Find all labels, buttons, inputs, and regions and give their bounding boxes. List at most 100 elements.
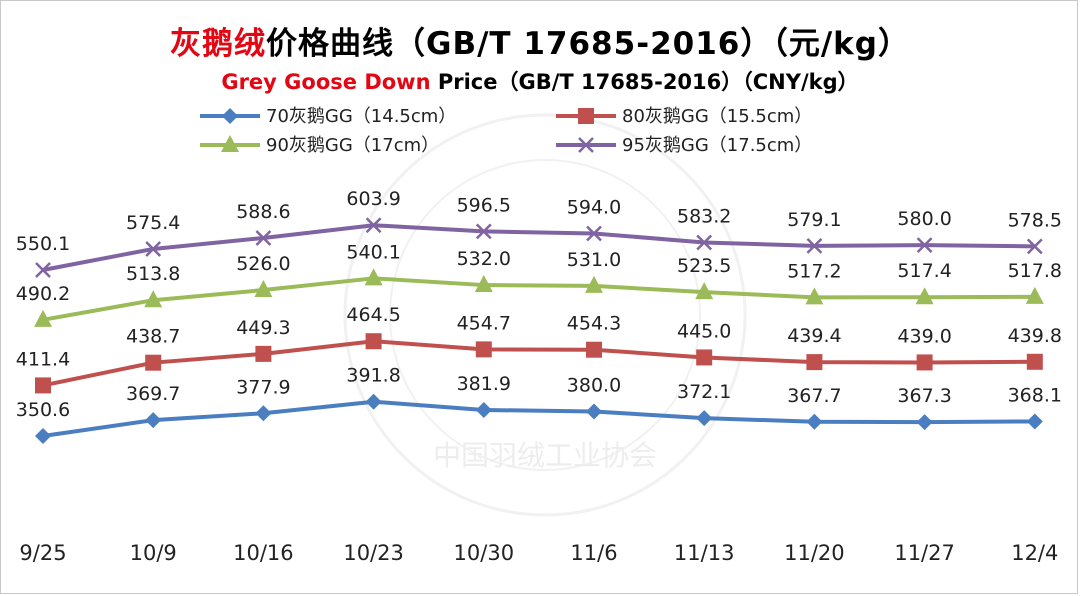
- data-point: [475, 341, 492, 358]
- data-point: [145, 354, 162, 371]
- x-tick-label: 11/20: [784, 541, 845, 565]
- x-tick-label: 11/6: [570, 541, 617, 565]
- data-point: [806, 237, 823, 254]
- data-point: [1026, 238, 1043, 255]
- data-point: [586, 225, 602, 242]
- series-line: [42, 339, 1035, 388]
- title-en-rest: Price（GB/T 17685-2016）（CNY/kg）: [430, 70, 859, 94]
- title-zh-highlight: 灰鹅绒: [170, 26, 267, 62]
- data-label: 350.6: [16, 399, 70, 421]
- data-label: 603.9: [346, 188, 400, 210]
- legend-entry: 80灰鹅GG（15.5cm）: [556, 106, 812, 127]
- data-label: 583.2: [677, 205, 731, 227]
- data-label: 588.6: [236, 201, 290, 223]
- x-tick-label: 10/9: [130, 541, 177, 565]
- series-line: [42, 223, 1035, 272]
- data-label: 490.2: [16, 283, 70, 305]
- data-label: 368.1: [1008, 384, 1062, 406]
- data-point: [255, 405, 272, 422]
- data-label: 578.5: [1008, 209, 1062, 231]
- data-point: [696, 349, 713, 366]
- series-1: 350.6 369.7 377.9 391.8 381.9 380.0 372.1 367.7…: [16, 365, 1062, 444]
- chart-title-chinese: 灰鹅绒价格曲线（GB/T 17685-2016）（元/kg）: [0, 18, 1080, 63]
- watermark-text: 中国羽绒工业协会: [433, 439, 657, 472]
- series-2: 411.4 438.7 449.3 464.5 454.7 454.3 445.0 439.4…: [16, 304, 1062, 394]
- legend-entry: 90灰鹅GG（17cm）: [200, 135, 439, 156]
- data-point: [35, 428, 51, 444]
- data-label: 580.0: [897, 208, 951, 230]
- title-en-highlight: Grey Goose Down: [221, 70, 431, 94]
- legend-label: 70灰鹅GG（14.5cm）: [266, 106, 456, 127]
- data-label: 532.0: [457, 248, 511, 270]
- data-point: [35, 262, 51, 278]
- data-point: [916, 354, 933, 371]
- data-point: [475, 401, 492, 418]
- x-tick-label: 9/25: [19, 541, 66, 565]
- title-zh-rest: 价格曲线（GB/T 17685-2016）（元/kg）: [266, 26, 910, 62]
- data-label: 449.3: [236, 317, 290, 339]
- data-label: 381.9: [457, 373, 511, 395]
- data-point: [915, 287, 934, 305]
- legend-label: 80灰鹅GG（15.5cm）: [622, 106, 812, 127]
- series-3: 490.2 513.8 526.0 540.1 532.0 531.0 523.5 517.2…: [16, 241, 1062, 327]
- chart-title-english: Grey Goose Down Price（GB/T 17685-2016）（C…: [0, 66, 1080, 96]
- x-tick-label: 12/4: [1011, 541, 1058, 565]
- legend-marker: [578, 137, 594, 153]
- data-point: [474, 275, 493, 293]
- data-point: [806, 413, 823, 430]
- data-point: [365, 393, 382, 410]
- data-label: 369.7: [126, 383, 180, 405]
- data-label: 439.4: [787, 325, 841, 347]
- data-label: 594.0: [567, 196, 621, 218]
- legend-marker: [222, 108, 238, 124]
- data-label: 513.8: [126, 263, 180, 285]
- legend-label: 90灰鹅GG（17cm）: [266, 135, 439, 156]
- data-label: 367.7: [787, 385, 841, 407]
- data-point: [144, 290, 163, 308]
- data-point: [365, 333, 382, 350]
- data-point: [255, 345, 272, 362]
- data-label: 445.0: [677, 320, 731, 342]
- data-label: 438.7: [126, 326, 180, 348]
- data-label: 439.8: [1008, 325, 1062, 347]
- data-point: [34, 309, 52, 327]
- data-label: 372.1: [677, 381, 731, 403]
- data-label: 464.5: [346, 304, 400, 326]
- data-label: 596.5: [457, 194, 511, 216]
- data-point: [1026, 353, 1043, 370]
- x-tick-label: 10/16: [233, 541, 294, 565]
- data-label: 391.8: [346, 365, 400, 387]
- data-point: [145, 412, 162, 429]
- data-point: [1026, 413, 1043, 430]
- series-line: [42, 276, 1035, 322]
- data-point: [475, 223, 492, 240]
- data-label: 540.1: [346, 241, 400, 263]
- x-axis-labels: 9/25 10/9 10/16 10/23 10/30 11/6 11/13 11/20 11/…: [19, 541, 1058, 565]
- series-line: [42, 399, 1035, 438]
- data-label: 579.1: [787, 209, 841, 231]
- data-label: 517.4: [897, 260, 951, 282]
- legend-marker: [221, 135, 239, 152]
- data-label: 517.8: [1008, 260, 1062, 282]
- data-label: 411.4: [16, 348, 70, 370]
- data-point: [586, 341, 602, 358]
- data-label: 439.0: [897, 325, 951, 347]
- watermark-seal: 中国羽绒工业协会: [343, 113, 747, 517]
- data-point: [806, 354, 823, 371]
- data-point: [364, 268, 383, 286]
- data-label: 454.3: [567, 313, 621, 335]
- x-tick-label: 10/30: [454, 541, 515, 565]
- x-tick-label: 11/13: [674, 541, 735, 565]
- data-point: [916, 414, 933, 431]
- data-label: 367.3: [897, 385, 951, 407]
- data-label: 531.0: [567, 249, 621, 271]
- data-label: 575.4: [126, 212, 180, 234]
- legend-entry: 70灰鹅GG（14.5cm）: [200, 106, 456, 127]
- data-point: [145, 241, 162, 257]
- data-point: [1025, 286, 1044, 304]
- data-point: [365, 217, 382, 234]
- data-point: [35, 377, 51, 394]
- data-point: [586, 403, 602, 420]
- data-label: 377.9: [236, 376, 290, 398]
